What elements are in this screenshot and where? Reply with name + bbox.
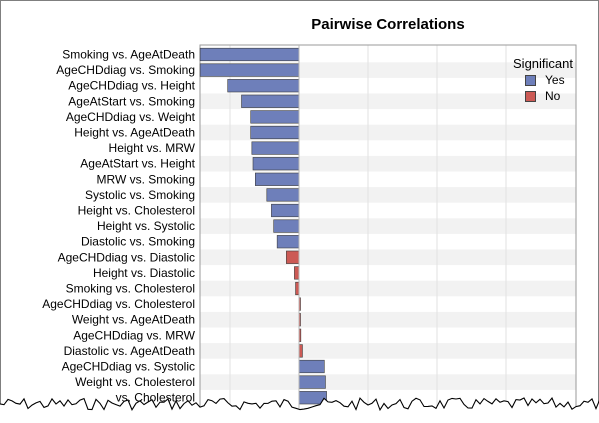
y-tick-label: AgeAtStart vs. Smoking	[68, 94, 195, 108]
y-tick-label: AgeCHDdiag vs. Cholesterol	[42, 297, 195, 311]
legend-label-no: No	[545, 89, 561, 103]
y-tick-label: Smoking vs. AgeAtDeath	[62, 48, 195, 62]
y-tick-label: Smoking vs. Cholesterol	[66, 282, 195, 296]
chart-title: Pairwise Correlations	[311, 16, 465, 33]
legend-swatch-yes	[525, 74, 537, 86]
y-tick-label: Height vs. AgeAtDeath	[74, 126, 195, 140]
y-tick-label: AgeCHDdiag vs. Weight	[66, 110, 196, 124]
y-tick-label: Height vs. Diastolic	[93, 266, 195, 280]
row-band	[200, 280, 576, 297]
y-tick-label: Weight vs. Cholesterol	[75, 375, 195, 389]
y-tick-label: Diastolic vs. AgeAtDeath	[64, 344, 195, 358]
plot-border	[199, 44, 577, 423]
y-tick-label: AgeCHDdiag vs. Smoking	[56, 63, 195, 77]
y-tick-label: AgeCHDdiag vs. Diastolic	[58, 250, 195, 264]
y-tick-label: AgeAtStart vs. Height	[80, 157, 195, 171]
y-tick-label: AgeCHDdiag vs. MRW	[73, 328, 195, 342]
torn-fill	[0, 398, 599, 423]
legend-item-no: No	[513, 88, 573, 104]
legend-swatch-no	[525, 90, 537, 102]
y-tick-label: Height vs. Cholesterol	[78, 204, 195, 218]
y-tick-label: MRW vs. Smoking	[97, 172, 195, 186]
y-tick-label: Height vs. MRW	[109, 141, 196, 155]
row-band	[200, 374, 576, 390]
y-tick-label: Weight vs. AgeAtDeath	[72, 313, 195, 327]
y-tick-label: AgeCHDdiag vs. Height	[68, 79, 195, 93]
torn-line	[0, 397, 599, 412]
y-tick-label: Diastolic vs. Smoking	[81, 235, 195, 249]
y-tick-label: AgeCHDdiag vs. Systolic	[62, 360, 195, 374]
row-band	[200, 343, 576, 359]
legend-title: Significant	[513, 56, 573, 71]
legend-item-yes: Yes	[513, 72, 573, 88]
y-tick-label: Systolic vs. Smoking	[85, 188, 195, 202]
y-tick-label: vs. Cholesterol	[116, 391, 195, 405]
row-band	[200, 311, 576, 328]
chart-legend: Significant Yes No	[513, 56, 573, 104]
y-tick-label: Height vs. Systolic	[97, 219, 195, 233]
legend-label-yes: Yes	[545, 73, 565, 87]
